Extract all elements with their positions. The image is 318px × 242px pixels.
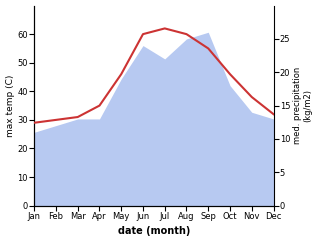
X-axis label: date (month): date (month) [118,227,190,236]
Y-axis label: max temp (C): max temp (C) [5,74,15,137]
Y-axis label: med. precipitation
(kg/m2): med. precipitation (kg/m2) [293,67,313,144]
